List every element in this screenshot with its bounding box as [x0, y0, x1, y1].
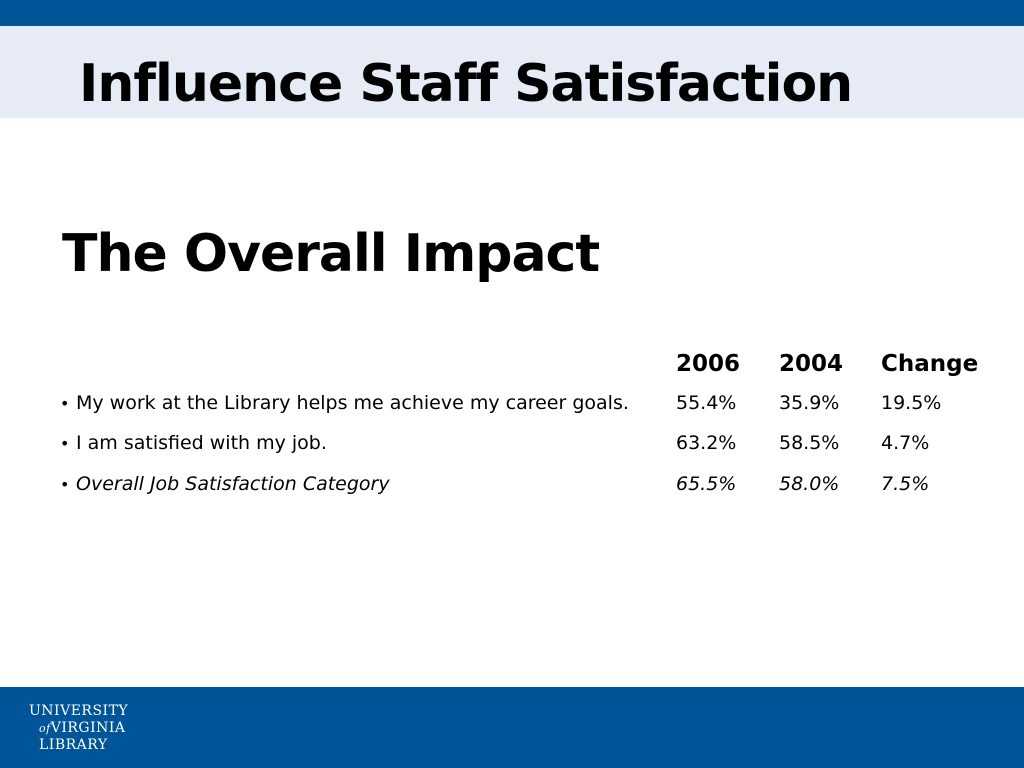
bullet-icon: •	[60, 394, 70, 413]
logo-line-university: UNIVERSITY	[29, 703, 128, 719]
table-cell-change: 7.5%	[881, 473, 930, 495]
column-header-2004: 2004	[779, 351, 844, 377]
university-library-logo: UNIVERSITY ofVIRGINIA LIBRARY	[29, 703, 139, 755]
table-cell-2006: 65.5%	[676, 473, 737, 495]
table-row-label: • I am satisfied with my job.	[60, 429, 327, 458]
table-cell-2006: 55.4%	[676, 392, 737, 414]
logo-text-library: LIBRARY	[39, 737, 108, 753]
table-row-label: • Overall Job Satisfaction Category	[60, 470, 390, 499]
table-row-label: • My work at the Library helps me achieve…	[60, 389, 629, 418]
column-header-2006: 2006	[676, 351, 741, 377]
bullet-icon: •	[60, 475, 70, 494]
row-label-text: Overall Job Satisfaction Category	[76, 473, 390, 495]
logo-text-virginia: VIRGINIA	[50, 720, 126, 736]
table-cell-2004: 35.9%	[779, 392, 840, 414]
footer-band	[0, 687, 1024, 768]
bullet-icon: •	[60, 434, 70, 453]
table-cell-2006: 63.2%	[676, 432, 737, 454]
table-cell-change: 4.7%	[881, 432, 930, 454]
table-cell-2004: 58.0%	[779, 473, 840, 495]
title-band	[0, 26, 1024, 118]
row-label-text: I am satisfied with my job.	[76, 432, 327, 454]
logo-line-virginia: ofVIRGINIA	[39, 720, 126, 737]
column-header-change: Change	[881, 351, 979, 377]
logo-text-of: of	[39, 722, 51, 735]
logo-text-university: UNIVERSITY	[29, 703, 129, 719]
table-cell-2004: 58.5%	[779, 432, 840, 454]
row-label-text: My work at the Library helps me achieve …	[76, 392, 629, 414]
slide-subtitle: The Overall Impact	[62, 224, 600, 284]
slide-title: Influence Staff Satisfaction	[79, 54, 853, 114]
table-cell-change: 19.5%	[881, 392, 942, 414]
logo-line-library: LIBRARY	[39, 737, 108, 753]
top-brand-stripe	[0, 0, 1024, 26]
